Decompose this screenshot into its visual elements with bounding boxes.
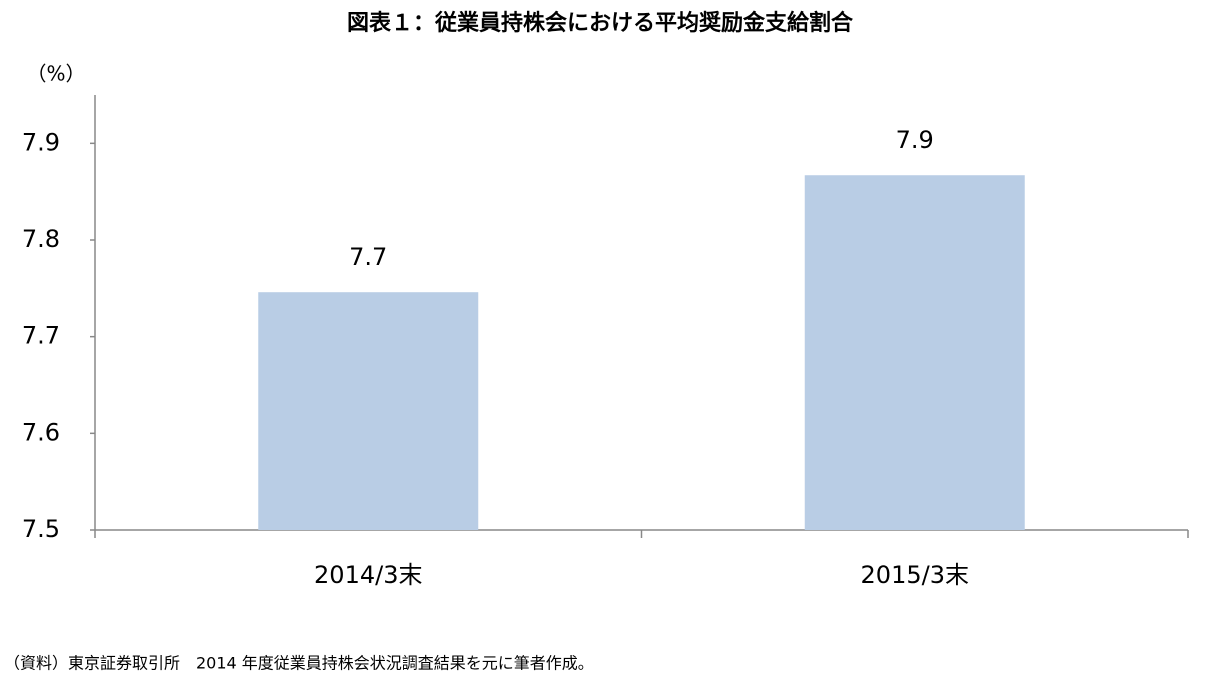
y-tick-label: 7.7 xyxy=(22,322,60,350)
y-tick-label: 7.5 xyxy=(22,515,60,543)
y-tick-label: 7.8 xyxy=(22,225,60,253)
y-tick-label: 7.9 xyxy=(22,128,60,156)
bar xyxy=(804,175,1025,530)
data-label: 7.9 xyxy=(896,126,934,154)
data-label: 7.7 xyxy=(349,243,387,271)
bar xyxy=(258,292,479,530)
x-tick-label: 2015/3末 xyxy=(861,561,969,589)
y-axis-label: （%） xyxy=(26,62,85,86)
source-note: （資料）東京証券取引所 2014 年度従業員持株会状況調査結果を元に筆者作成。 xyxy=(4,654,594,673)
x-tick-label: 2014/3末 xyxy=(314,561,422,589)
chart-title: 図表１：従業員持株会における平均奨励金支給割合 xyxy=(347,10,854,36)
y-tick-label: 7.6 xyxy=(22,418,60,446)
